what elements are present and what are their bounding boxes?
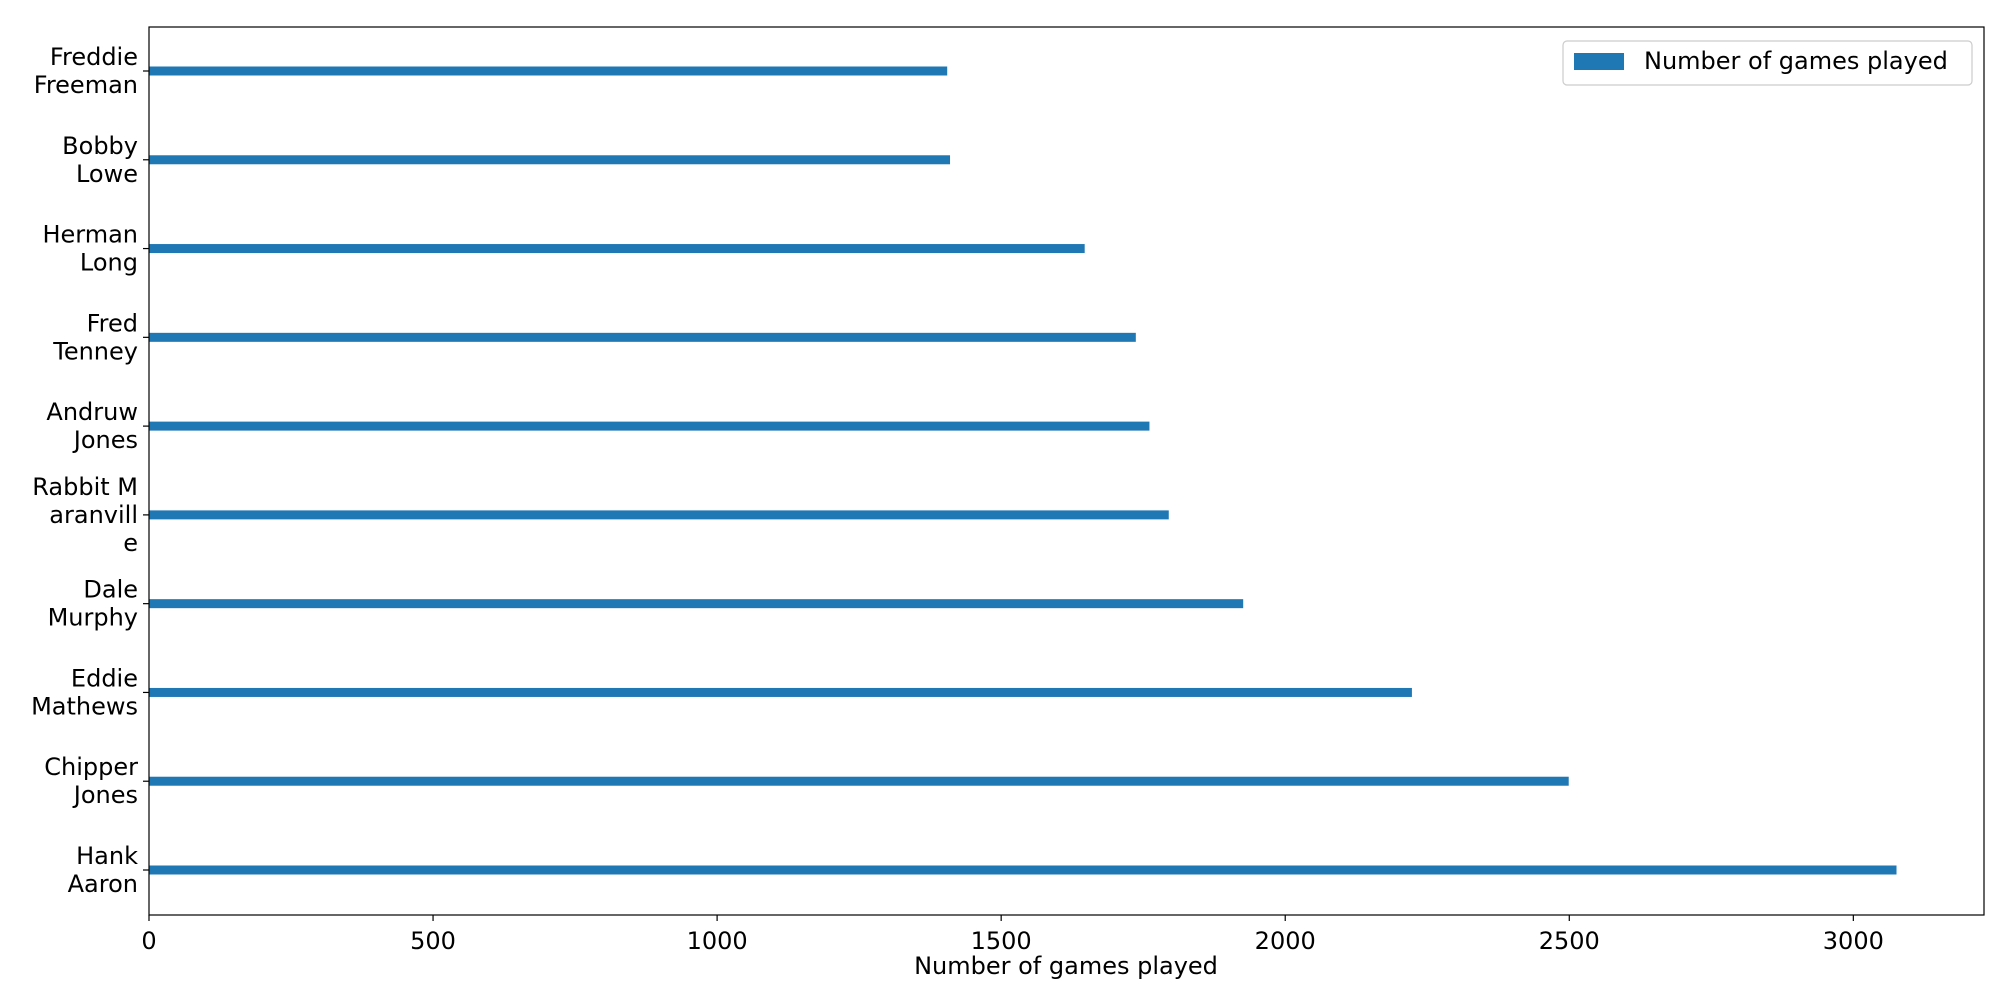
bar [149,332,1136,342]
y-tick-label: Freddie Freeman [34,43,138,99]
x-tick-label: 0 [141,927,156,955]
y-tick-label: Herman Long [42,221,138,277]
x-tick-label: 500 [410,927,456,955]
bar [149,244,1085,254]
y-tick-label: Bobby Lowe [62,132,138,188]
bar [149,510,1169,520]
y-axis-ticks: Hank Aaron Chipper Jones Eddie Mathews Dale Mur… [31,43,149,898]
bar [149,66,948,76]
x-axis-title: Number of games played [914,952,1218,980]
legend: Number of games played [1562,40,1973,86]
y-tick-label: Chipper Jones [44,753,138,809]
x-tick-label: 1500 [971,927,1032,955]
bars-layer [149,66,1897,875]
legend-swatch [1574,53,1624,70]
x-tick-label: 3000 [1823,927,1884,955]
legend-label: Number of games played [1644,47,1948,75]
y-tick-label: Dale Murphy [48,576,138,632]
plot-frame [148,26,1985,916]
y-tick-label: Andruw Jones [46,398,138,454]
bar [149,865,1897,875]
bar [149,155,951,165]
y-tick-label: Eddie Mathews [31,664,138,720]
x-axis-ticks: 0 500 1000 1500 2000 2500 3000 [141,915,1884,955]
y-tick-label: Hank Aaron [68,842,138,898]
x-tick-label: 2000 [1255,927,1316,955]
x-tick-label: 2500 [1539,927,1600,955]
legend-frame [1562,40,1973,86]
bar [149,687,1412,697]
bar [149,599,1244,609]
y-tick-label: Fred Tenney [52,309,138,365]
bar [149,776,1569,786]
bar [149,421,1150,431]
x-tick-label: 1000 [687,927,748,955]
